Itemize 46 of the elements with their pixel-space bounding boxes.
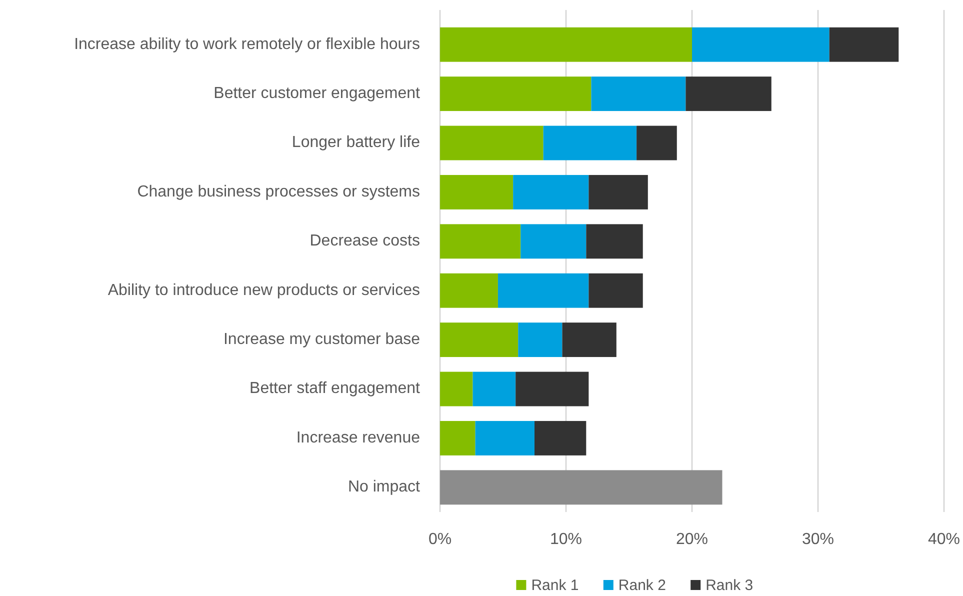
y-tick-label: No impact — [348, 478, 421, 496]
y-tick-label: Ability to introduce new products or services — [108, 282, 420, 299]
bar — [440, 372, 473, 406]
x-tick-label: 20% — [676, 531, 708, 548]
bar — [516, 372, 589, 406]
y-tick-label: Increase my customer base — [223, 331, 420, 348]
bar — [440, 322, 518, 358]
y-tick-label: Decrease costs — [310, 232, 420, 250]
bar — [440, 126, 544, 160]
bar — [518, 322, 562, 358]
bar — [472, 372, 516, 406]
y-tick-label: Increase revenue — [296, 429, 420, 446]
bar — [440, 76, 592, 112]
bar — [440, 224, 521, 259]
x-tick-label: 10% — [550, 531, 582, 548]
bar — [692, 27, 830, 62]
y-tick-label: Better staff engagement — [250, 380, 421, 398]
y-tick-label: Increase ability to work remotely or flexible hours — [74, 36, 420, 53]
bar — [562, 322, 616, 358]
bar — [440, 420, 476, 456]
bar — [440, 27, 692, 62]
y-tick-label: Longer battery life — [292, 134, 420, 152]
bar — [440, 470, 722, 505]
legend-label: Rank 1 — [531, 577, 579, 594]
legend-label: Rank 2 — [618, 577, 666, 594]
bar — [440, 273, 498, 308]
bar — [520, 224, 586, 259]
bar — [686, 76, 772, 112]
bar — [829, 27, 899, 62]
bar — [588, 174, 648, 210]
y-tick-label: Better customer engagement — [214, 85, 421, 102]
legend-label: Rank 3 — [706, 577, 754, 594]
bar — [534, 420, 586, 456]
y-tick-label: Change business processes or systems — [137, 183, 420, 200]
bar — [636, 126, 677, 160]
x-tick-label: 0% — [428, 531, 452, 548]
bar — [586, 224, 643, 259]
bar — [543, 126, 637, 160]
bar — [498, 273, 589, 308]
x-tick-label: 30% — [802, 531, 834, 548]
bar — [513, 174, 589, 210]
x-tick-label: 40% — [928, 531, 960, 548]
bar — [591, 76, 686, 112]
bar — [588, 273, 643, 308]
bar — [475, 420, 534, 456]
bar — [440, 174, 514, 210]
